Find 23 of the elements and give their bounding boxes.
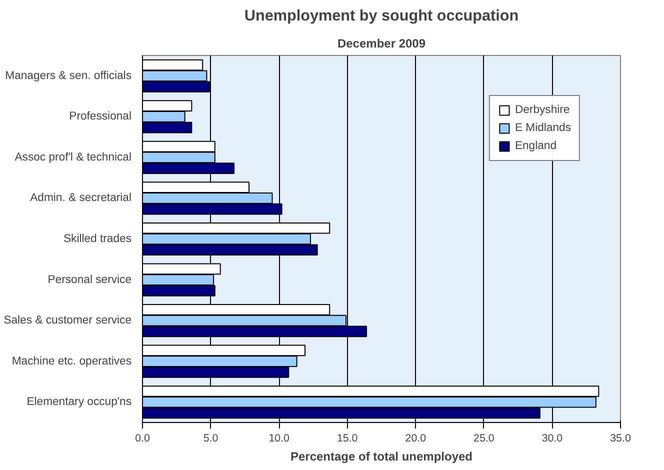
x-tick-label: 25.0 (474, 432, 494, 444)
x-axis-title: Percentage of total unemployed (290, 450, 473, 464)
x-tick-label: 35.0 (610, 432, 631, 444)
y-tick-label: Personal service (48, 274, 132, 286)
legend-label: E Midlands (514, 122, 571, 134)
y-tick-label: Professional (69, 110, 132, 123)
chart-title: Unemployment by sought occupation (244, 8, 519, 24)
x-tick-label: 20.0 (405, 432, 426, 444)
x-tick-label: 10.0 (268, 432, 290, 444)
y-tick-label: Managers & sen. officials (5, 70, 132, 82)
legend-label: England (514, 140, 557, 152)
y-tick-label: Skilled trades (64, 233, 132, 245)
x-tick-label: 15.0 (336, 432, 358, 444)
legend-label: Derbyshire (514, 104, 570, 116)
y-tick-label: Elementary occup'ns (26, 396, 132, 408)
x-tick-label: 5.0 (203, 432, 218, 444)
y-tick-label: Admin. & secretarial (30, 192, 132, 204)
x-tick-label: 0.0 (135, 432, 150, 444)
chart-subtitle: December 2009 (337, 36, 426, 50)
x-tick-label: 30.0 (542, 432, 563, 444)
y-tick-label: Assoc prof'l & technical (14, 151, 132, 164)
y-tick-label: Machine etc. operatives (12, 355, 132, 368)
y-tick-label: Sales & customer service (4, 314, 132, 327)
